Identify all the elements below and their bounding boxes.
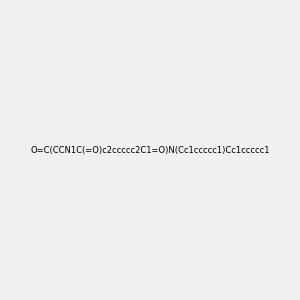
Text: O=C(CCN1C(=O)c2ccccc2C1=O)N(Cc1ccccc1)Cc1ccccc1: O=C(CCN1C(=O)c2ccccc2C1=O)N(Cc1ccccc1)Cc… bbox=[30, 146, 270, 154]
